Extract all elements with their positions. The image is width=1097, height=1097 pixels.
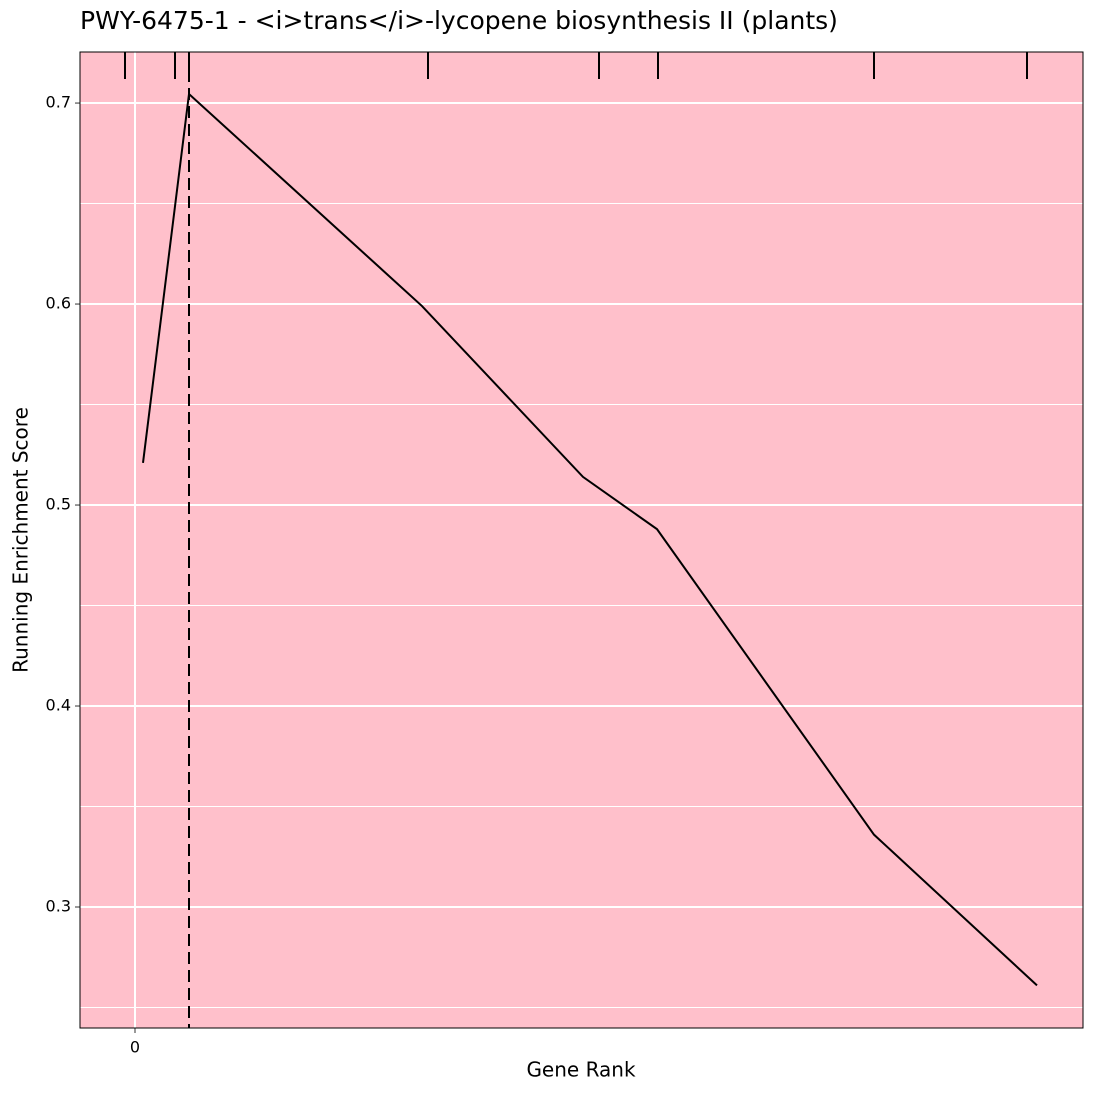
chart-title: PWY-6475-1 - <i>trans</i>-lycopene biosy…	[80, 6, 838, 35]
plot-background	[80, 52, 1083, 1028]
y-axis-label: Running Enrichment Score	[9, 407, 33, 673]
y-tick-label: 0.5	[46, 495, 71, 514]
y-tick-label: 0.4	[46, 696, 71, 715]
plot-border	[79, 51, 1084, 1029]
y-tick-label: 0.3	[46, 897, 71, 916]
y-tick-label: 0.7	[46, 93, 71, 112]
x-tick-label: 0	[130, 1038, 140, 1057]
y-tick-label: 0.6	[46, 294, 71, 313]
x-axis-label: Gene Rank	[526, 1058, 636, 1082]
